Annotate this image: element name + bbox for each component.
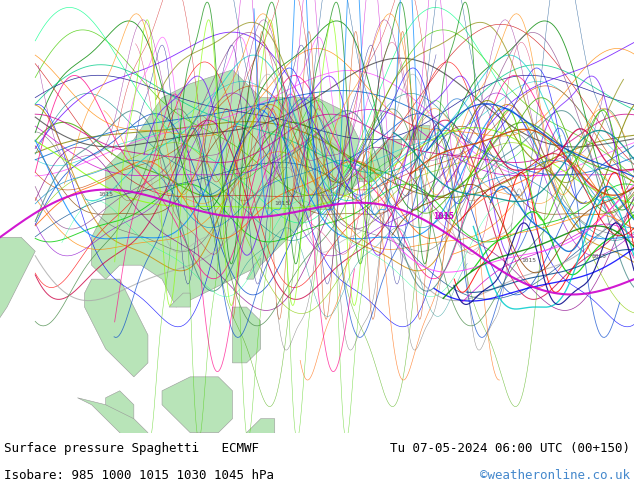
Polygon shape <box>162 377 233 433</box>
Polygon shape <box>247 258 261 279</box>
Text: Tu 07-05-2024 06:00 UTC (00+150): Tu 07-05-2024 06:00 UTC (00+150) <box>390 442 630 455</box>
Text: 1015: 1015 <box>521 258 536 263</box>
Text: 1015: 1015 <box>98 193 113 197</box>
Text: Isobare: 985 1000 1015 1030 1045 hPa: Isobare: 985 1000 1015 1030 1045 hPa <box>4 469 274 482</box>
Polygon shape <box>106 391 134 419</box>
Polygon shape <box>148 474 218 489</box>
Polygon shape <box>91 70 359 307</box>
Polygon shape <box>247 419 275 446</box>
Polygon shape <box>84 279 148 377</box>
Polygon shape <box>233 307 261 363</box>
Polygon shape <box>77 398 148 446</box>
Text: Surface pressure Spaghetti   ECMWF: Surface pressure Spaghetti ECMWF <box>4 442 259 455</box>
Text: 1015: 1015 <box>592 254 606 259</box>
Polygon shape <box>317 196 331 209</box>
Text: 1015: 1015 <box>434 212 454 221</box>
Text: ©weatheronline.co.uk: ©weatheronline.co.uk <box>480 469 630 482</box>
Polygon shape <box>317 446 444 489</box>
Text: 1015: 1015 <box>275 200 289 205</box>
Polygon shape <box>169 293 190 307</box>
Polygon shape <box>317 140 401 196</box>
Text: 1015: 1015 <box>436 215 451 220</box>
Polygon shape <box>275 168 317 223</box>
Polygon shape <box>0 237 36 377</box>
Polygon shape <box>387 125 430 140</box>
